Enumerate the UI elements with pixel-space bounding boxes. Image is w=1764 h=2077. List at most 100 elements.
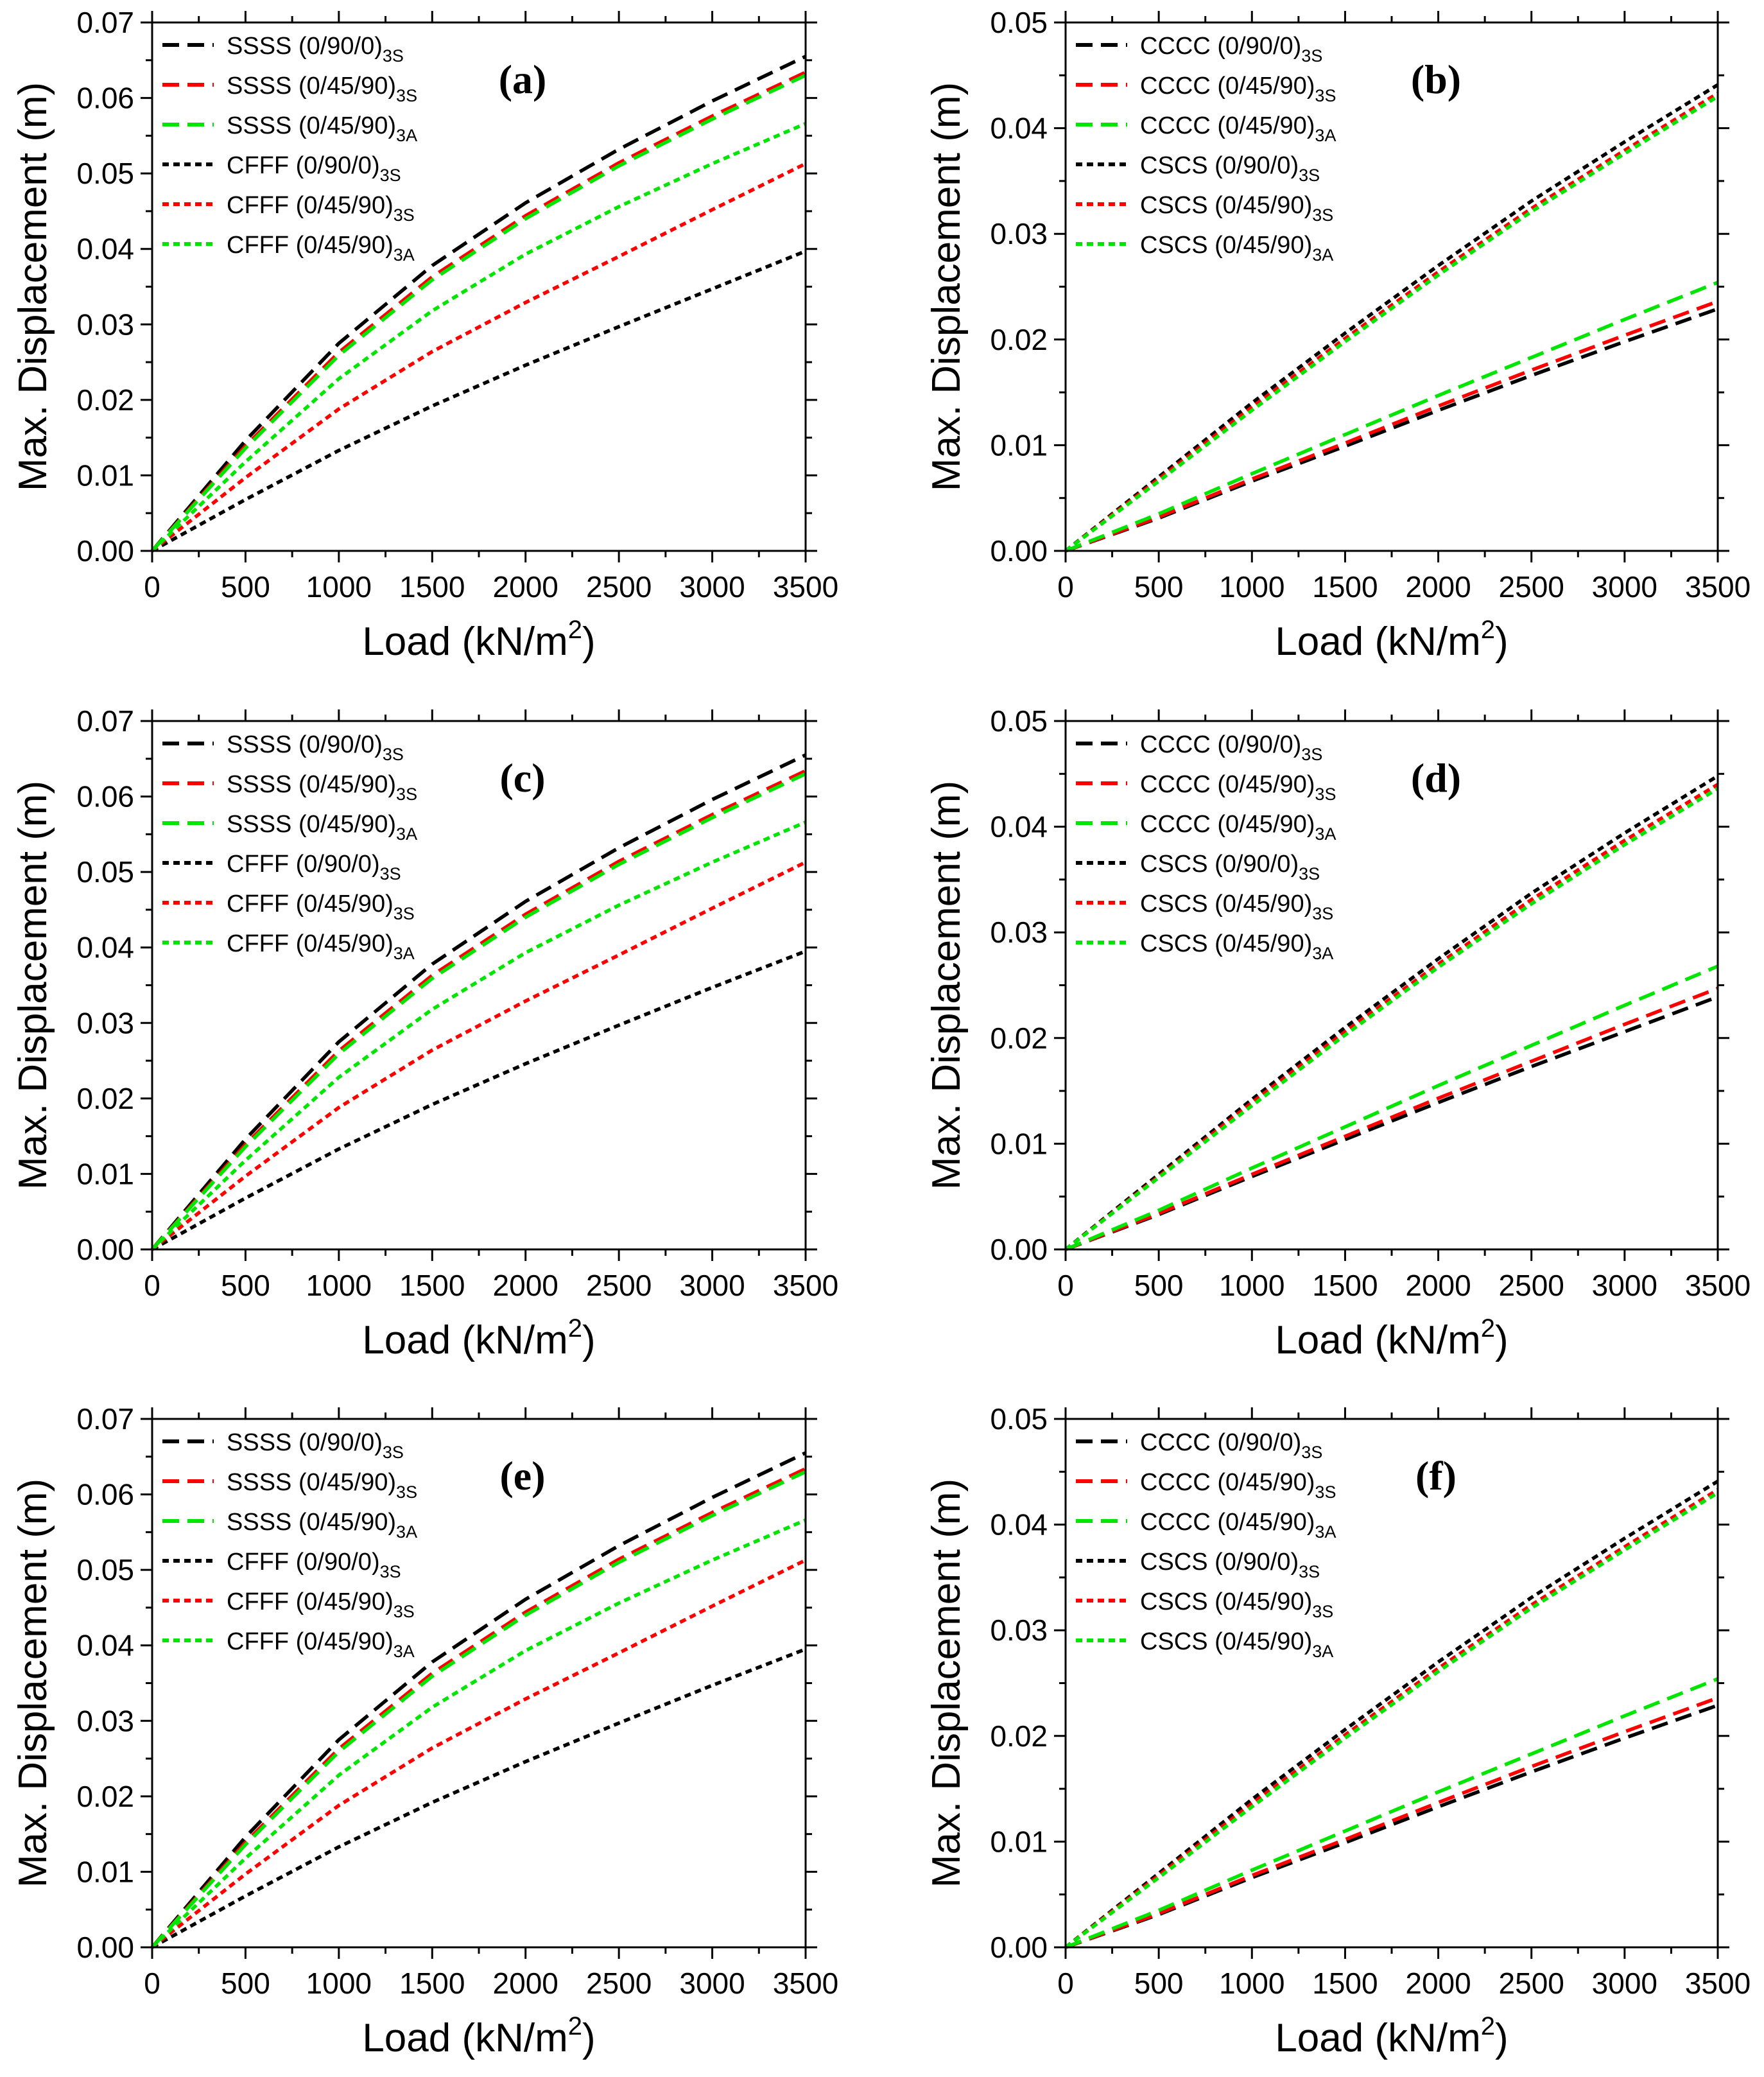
y-tick-label: 0.02 — [990, 1719, 1048, 1753]
legend-entry-name: CFFF (0/90/0) — [227, 1549, 380, 1576]
y-tick-label: 0.07 — [76, 1402, 134, 1436]
x-tick-label: 3000 — [1592, 1967, 1657, 2000]
legend-entry-name: CSCS (0/90/0) — [1140, 1549, 1299, 1576]
x-axis-title-superscript: 2 — [1481, 2012, 1495, 2040]
legend-entry-name: CCCC (0/90/0) — [1140, 33, 1301, 60]
x-tick-label: 500 — [221, 1967, 270, 2000]
series-line-4 — [151, 249, 807, 553]
x-axis-title-end: ) — [582, 1318, 596, 1362]
x-tick-label: 2000 — [493, 570, 558, 604]
series-line-2 — [1065, 1696, 1718, 1949]
legend-entry-name: CCCC (0/90/0) — [1140, 731, 1301, 758]
series-group — [150, 753, 807, 1251]
y-tick-label: 0.05 — [76, 855, 134, 889]
legend-entry-name: CSCS (0/45/90) — [1140, 192, 1312, 219]
y-tick-label: 0.01 — [990, 428, 1048, 462]
legend-entry-subscript: 3S — [1315, 1482, 1336, 1502]
x-tick-label: 3000 — [679, 570, 745, 604]
series-line-3 — [150, 772, 807, 1251]
legend-entry-name: CSCS (0/45/90) — [1140, 232, 1312, 259]
legend-entry-subscript: 3S — [396, 86, 417, 105]
legend-entry-2: CCCC (0/45/90)3S — [1140, 1469, 1336, 1502]
x-tick-label: 2000 — [1405, 570, 1471, 604]
legend-entry-subscript: 3S — [383, 46, 404, 65]
legend-entry-6: CFFF (0/45/90)3A — [227, 930, 415, 963]
legend-entry-6: CFFF (0/45/90)3A — [227, 1628, 415, 1661]
x-tick-label: 1500 — [1312, 1269, 1378, 1302]
x-axis-title: Load (kN/m2) — [362, 1314, 595, 1362]
y-axis-title: Max. Displacement (m) — [11, 781, 55, 1190]
legend-entry-name: CFFF (0/45/90) — [227, 192, 393, 219]
legend-entry-1: CCCC (0/90/0)3S — [1140, 1429, 1322, 1462]
legend-entry-subscript: 3S — [1315, 785, 1336, 804]
legend-entry-subscript: 3S — [1315, 86, 1336, 105]
y-tick-label: 0.02 — [76, 383, 134, 417]
legend-entry-6: CSCS (0/45/90)3A — [1140, 930, 1333, 963]
series-line-3 — [1064, 1677, 1719, 1949]
series-group — [1064, 83, 1719, 553]
panel-label: (b) — [1411, 56, 1461, 102]
x-tick-label: 2000 — [1405, 1269, 1471, 1302]
series-line-6 — [1064, 786, 1719, 1251]
y-tick-label: 0.03 — [76, 1704, 134, 1737]
series-line-2 — [1065, 986, 1718, 1251]
legend-entry-subscript: 3S — [383, 1443, 404, 1462]
x-tick-label: 0 — [1057, 1269, 1074, 1302]
y-tick-label: 0.07 — [76, 704, 134, 738]
legend-entry-name: SSSS (0/45/90) — [227, 811, 396, 838]
legend-entry-2: SSSS (0/45/90)3S — [227, 73, 417, 105]
x-tick-label: 2000 — [1405, 1967, 1471, 2000]
legend-entry-subscript: 3A — [1315, 126, 1336, 145]
y-tick-label: 0.04 — [76, 232, 134, 266]
legend-entry-subscript: 3A — [396, 824, 417, 844]
legend-entry-3: CCCC (0/45/90)3A — [1140, 112, 1336, 145]
x-axis-title: Load (kN/m2) — [1275, 2012, 1508, 2060]
legend-entry-2: SSSS (0/45/90)3S — [227, 771, 417, 804]
legend-entry-subscript: 3S — [1312, 205, 1333, 225]
x-tick-label: 0 — [144, 1967, 160, 2000]
chart-panel-6: 0 500 1000 1500 2000 2500 3000 3500 0.00 0.01 0.02… — [924, 1402, 1751, 2060]
series-line-3 — [150, 1470, 807, 1949]
panel-label: (a) — [499, 56, 547, 102]
legend-entry-subscript: 3S — [1299, 1562, 1320, 1581]
x-tick-label: 3500 — [1685, 1967, 1751, 2000]
panels: 0 500 1000 1500 2000 2500 3000 35000.000.010.02… — [11, 6, 1751, 2060]
legend-entry-6: CSCS (0/45/90)3A — [1140, 232, 1333, 265]
legend-entry-name: SSSS (0/90/0) — [227, 33, 383, 60]
legend-entry-4: CSCS (0/90/0)3S — [1140, 152, 1320, 185]
legend-entry-subscript: 3A — [1315, 1522, 1336, 1542]
panel-label: (d) — [1411, 755, 1461, 801]
y-tick-label: 0.01 — [990, 1825, 1048, 1858]
legend-entry-name: CFFF (0/45/90) — [227, 1628, 393, 1655]
y-axis-title: Max. Displacement (m) — [924, 781, 969, 1190]
x-tick-label: 3000 — [679, 1967, 745, 2000]
legend-entry-subscript: 3A — [1312, 1642, 1333, 1661]
x-tick-label: 1000 — [306, 570, 372, 604]
y-tick-label: 0.07 — [76, 6, 134, 39]
series-group — [150, 55, 807, 553]
x-axis-title-main: Load (kN/m — [362, 2016, 567, 2060]
legend-entry-3: CCCC (0/45/90)3A — [1140, 1509, 1336, 1542]
x-axis-title-main: Load (kN/m — [362, 620, 567, 664]
x-axis-title: Load (kN/m2) — [1275, 1314, 1508, 1362]
series-line-5 — [1064, 91, 1719, 553]
series-line-1 — [150, 1451, 807, 1949]
legend-entry-subscript: 3S — [393, 904, 415, 923]
legend-entry-1: SSSS (0/90/0)3S — [227, 731, 404, 764]
y-tick-label: 0.02 — [990, 323, 1048, 356]
series-line-6 — [151, 121, 807, 552]
chart-panel-5: 0 500 1000 1500 2000 2500 3000 3500 0.00 0.01 0.02… — [11, 1402, 838, 2060]
x-axis-title-superscript: 2 — [1481, 616, 1495, 644]
x-tick-label: 0 — [144, 570, 160, 604]
legend-entry-subscript: 3S — [380, 864, 401, 883]
panel-label: (f) — [1415, 1453, 1457, 1499]
series-line-4 — [1064, 774, 1719, 1251]
legend-entry-subscript: 3S — [396, 785, 417, 804]
legend-entry-subscript: 3S — [1312, 1602, 1333, 1621]
series-group — [1064, 774, 1719, 1251]
y-tick-label: 0.00 — [76, 1931, 134, 1964]
x-tick-label: 3000 — [1592, 1269, 1657, 1302]
